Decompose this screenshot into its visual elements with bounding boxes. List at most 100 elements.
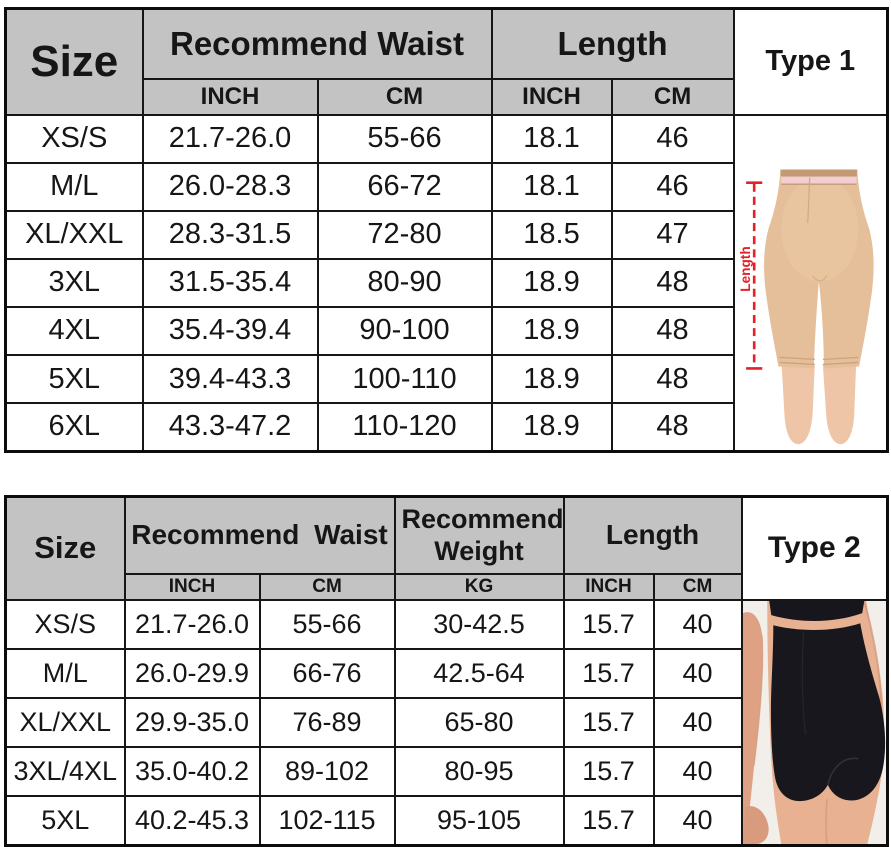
cell-waist-inch: 43.3-47.2: [141, 402, 319, 453]
column-header-length: Length: [490, 7, 735, 80]
table-unit-row: INCH CM KG INCH CM: [6, 572, 888, 601]
cell-waist-cm: 110-120: [316, 402, 493, 453]
cell-weight-kg: 42.5-64: [393, 647, 565, 699]
unit-header-inch: INCH: [562, 572, 655, 601]
cell-size: XS/S: [4, 598, 126, 650]
cell-length-inch: 18.1: [490, 161, 613, 212]
table-row: M/L 26.0-28.3 66-72 18.1 46: [4, 161, 888, 212]
type1-product-photo: Length: [732, 113, 889, 453]
column-header-size: Size: [4, 7, 144, 116]
table-header-row: Size Recommend Waist Recommend Weight Le…: [4, 495, 889, 601]
cell-length-inch: 18.9: [490, 402, 613, 453]
cell-waist-inch: 26.0-29.9: [123, 647, 261, 699]
cell-waist-inch: 35.0-40.2: [123, 746, 261, 798]
table-row: XL/XXL 29.9-35.0 76-89 65-80 15.7 40: [4, 696, 888, 749]
type2-garment-illustration: [743, 601, 886, 844]
type2-product-photo: [740, 598, 889, 847]
type2-label: Type 2: [740, 495, 889, 601]
cell-waist-inch: 39.4-43.3: [141, 354, 319, 405]
cell-size: XS/S: [4, 113, 144, 164]
cell-waist-cm: 55-66: [258, 598, 396, 650]
cell-length-cm: 48: [610, 402, 735, 453]
type2-size-table: Size Recommend Waist Recommend Weight Le…: [4, 495, 889, 847]
cell-size: XL/XXL: [4, 696, 126, 749]
cell-waist-cm: 72-80: [316, 209, 493, 260]
cell-size: M/L: [4, 161, 144, 212]
cell-length-inch: 18.9: [490, 257, 613, 308]
cell-waist-cm: 80-90: [316, 257, 493, 308]
cell-size: 3XL/4XL: [4, 746, 126, 798]
table-row: XS/S 21.7-26.0 55-66 30-42.5 15.7 40: [4, 598, 889, 847]
table-header-row: Size Recommend Waist Length Type 1: [4, 7, 889, 116]
column-header-size: Size: [4, 495, 126, 601]
table-row: 3XL/4XL 35.0-40.2 89-102 80-95 15.7 40: [4, 746, 888, 798]
cell-size: 3XL: [4, 257, 144, 308]
table-row: 4XL 35.4-39.4 90-100 18.9 48: [4, 305, 888, 357]
column-header-waist: Recommend Waist: [141, 7, 493, 80]
cell-length-cm: 48: [610, 257, 735, 308]
type1-label: Type 1: [732, 7, 889, 116]
cell-size: M/L: [4, 647, 126, 699]
cell-size: 5XL: [4, 354, 144, 405]
unit-header-cm: CM: [316, 77, 493, 116]
cell-length-inch: 15.7: [562, 746, 655, 798]
cell-waist-inch: 35.4-39.4: [141, 305, 319, 357]
unit-header-inch: INCH: [490, 77, 613, 116]
cell-length-cm: 48: [610, 305, 735, 357]
cell-waist-inch: 40.2-45.3: [123, 795, 261, 847]
cell-waist-cm: 100-110: [316, 354, 493, 405]
cell-length-cm: 40: [652, 696, 743, 749]
table-row: 5XL 39.4-43.3 100-110 18.9 48: [4, 354, 888, 405]
type1-size-table: Size Recommend Waist Length Type 1 INCH …: [4, 7, 890, 453]
cell-waist-cm: 102-115: [258, 795, 396, 847]
table-row: M/L 26.0-29.9 66-76 42.5-64 15.7 40: [4, 647, 888, 699]
cell-weight-kg: 95-105: [393, 795, 565, 847]
cell-weight-kg: 80-95: [393, 746, 565, 798]
unit-header-cm: CM: [610, 77, 735, 116]
cell-weight-kg: 30-42.5: [393, 598, 565, 650]
cell-length-cm: 46: [610, 113, 735, 164]
cell-waist-cm: 76-89: [258, 696, 396, 749]
table-row: 6XL 43.3-47.2 110-120 18.9 48: [4, 402, 888, 453]
cell-length-inch: 15.7: [562, 795, 655, 847]
unit-header-cm: CM: [258, 572, 396, 601]
cell-weight-kg: 65-80: [393, 696, 565, 749]
cell-length-cm: 40: [652, 647, 743, 699]
cell-length-cm: 47: [610, 209, 735, 260]
cell-waist-inch: 21.7-26.0: [123, 598, 261, 650]
unit-header-inch: INCH: [123, 572, 261, 601]
table-row: 5XL 40.2-45.3 102-115 95-105 15.7 40: [4, 795, 888, 847]
cell-length-inch: 15.7: [562, 696, 655, 749]
cell-waist-cm: 66-76: [258, 647, 396, 699]
cell-waist-cm: 90-100: [316, 305, 493, 357]
type1-garment-illustration: Length: [735, 116, 886, 450]
column-header-length: Length: [562, 495, 743, 575]
length-measure-line: [745, 180, 762, 370]
cell-waist-inch: 21.7-26.0: [141, 113, 319, 164]
length-annotation: Length: [738, 246, 753, 291]
column-header-weight: Recommend Weight: [393, 495, 565, 575]
cell-length-cm: 46: [610, 161, 735, 212]
cell-length-cm: 48: [610, 354, 735, 405]
cell-length-inch: 18.9: [490, 305, 613, 357]
cell-size: XL/XXL: [4, 209, 144, 260]
cell-length-inch: 15.7: [562, 598, 655, 650]
cell-waist-inch: 26.0-28.3: [141, 161, 319, 212]
column-header-waist: Recommend Waist: [123, 495, 396, 575]
cell-length-cm: 40: [652, 598, 743, 650]
cell-length-inch: 15.7: [562, 647, 655, 699]
cell-waist-inch: 28.3-31.5: [141, 209, 319, 260]
cell-size: 6XL: [4, 402, 144, 453]
cell-waist-inch: 31.5-35.4: [141, 257, 319, 308]
table-row: XS/S 21.7-26.0 55-66 18.1 46: [4, 113, 889, 453]
cell-waist-cm: 66-72: [316, 161, 493, 212]
table-row: XL/XXL 28.3-31.5 72-80 18.5 47: [4, 209, 888, 260]
unit-header-cm: CM: [652, 572, 743, 601]
cell-waist-cm: 55-66: [316, 113, 493, 164]
cell-length-inch: 18.9: [490, 354, 613, 405]
table-unit-row: INCH CM INCH CM: [6, 77, 888, 116]
cell-waist-cm: 89-102: [258, 746, 396, 798]
cell-waist-inch: 29.9-35.0: [123, 696, 261, 749]
cell-length-inch: 18.1: [490, 113, 613, 164]
cell-size: 4XL: [4, 305, 144, 357]
